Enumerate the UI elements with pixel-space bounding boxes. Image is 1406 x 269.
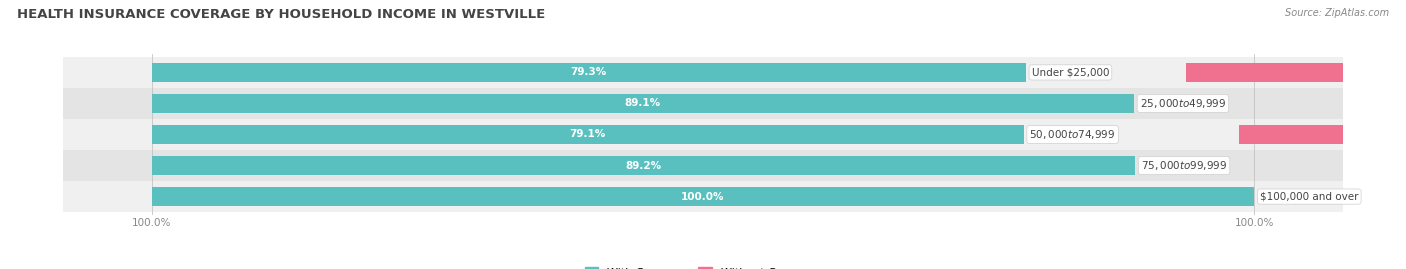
Text: 89.2%: 89.2% bbox=[626, 161, 661, 171]
Text: $100,000 and over: $100,000 and over bbox=[1260, 192, 1358, 201]
Text: HEALTH INSURANCE COVERAGE BY HOUSEHOLD INCOME IN WESTVILLE: HEALTH INSURANCE COVERAGE BY HOUSEHOLD I… bbox=[17, 8, 546, 21]
Bar bbox=[1187, 63, 1406, 82]
Bar bbox=[152, 125, 1024, 144]
Text: 79.1%: 79.1% bbox=[569, 129, 606, 140]
Bar bbox=[1350, 94, 1406, 113]
Text: 79.3%: 79.3% bbox=[571, 68, 607, 77]
Legend: With Coverage, Without Coverage: With Coverage, Without Coverage bbox=[581, 263, 825, 269]
Text: $50,000 to $74,999: $50,000 to $74,999 bbox=[1029, 128, 1116, 141]
Bar bbox=[63, 57, 1343, 88]
Text: $75,000 to $99,999: $75,000 to $99,999 bbox=[1140, 159, 1227, 172]
Text: $25,000 to $49,999: $25,000 to $49,999 bbox=[1140, 97, 1226, 110]
Text: 100.0%: 100.0% bbox=[682, 192, 724, 201]
Bar bbox=[63, 150, 1343, 181]
Text: Under $25,000: Under $25,000 bbox=[1032, 68, 1109, 77]
Bar bbox=[1350, 156, 1406, 175]
Bar bbox=[1239, 125, 1406, 144]
Bar bbox=[152, 63, 1026, 82]
Bar bbox=[63, 119, 1343, 150]
Bar bbox=[63, 88, 1343, 119]
Bar bbox=[152, 187, 1254, 206]
Text: 89.1%: 89.1% bbox=[624, 98, 661, 108]
Bar bbox=[63, 181, 1343, 212]
Text: Source: ZipAtlas.com: Source: ZipAtlas.com bbox=[1285, 8, 1389, 18]
Bar bbox=[152, 156, 1136, 175]
Bar bbox=[152, 94, 1135, 113]
